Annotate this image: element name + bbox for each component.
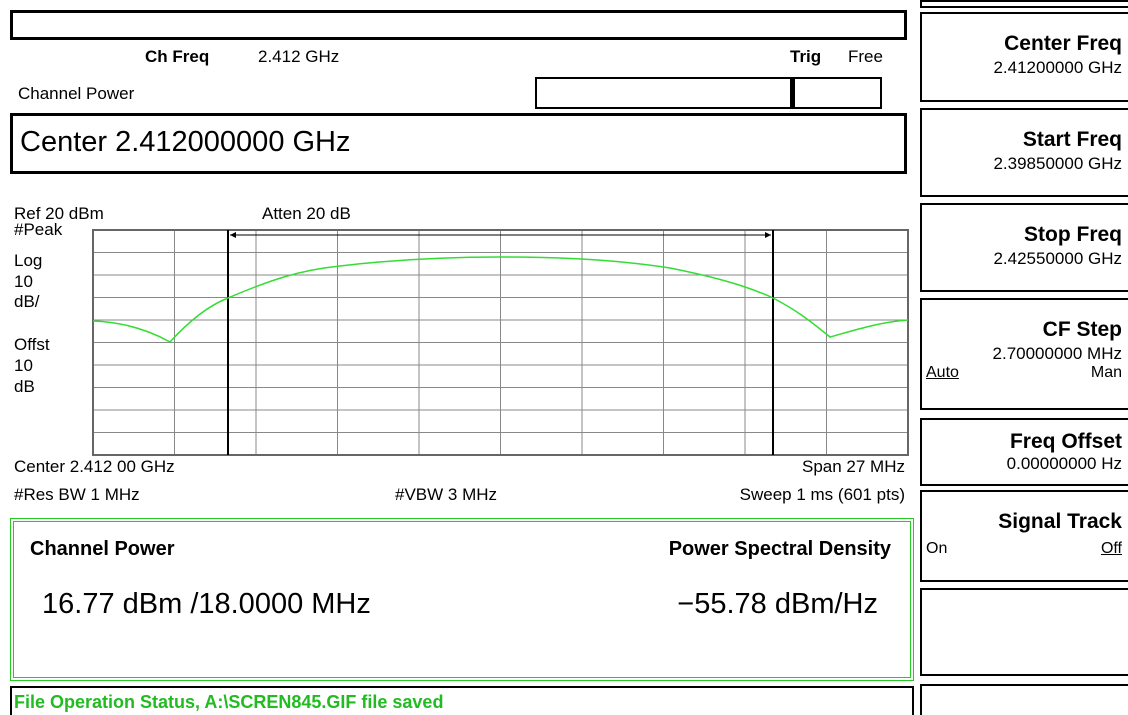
softkey-option: Man [1090, 364, 1122, 381]
trig-label: Trig [790, 47, 822, 66]
entry-box [10, 113, 907, 174]
softkey[interactable]: Center Freq 2.41200000 GHz [920, 12, 1128, 102]
ch-freq-value: 2.412 GHz [258, 47, 340, 66]
channel-power-label: Channel Power [30, 538, 175, 560]
softkey-option: On [926, 540, 948, 557]
scale-label: 10 [14, 356, 33, 375]
softkey-title: CF Step [1042, 318, 1122, 341]
softkey-bottom [920, 684, 1128, 715]
title-box [10, 10, 907, 40]
softkey-option: Auto [926, 364, 959, 381]
results-box [10, 518, 914, 681]
center-freq: Center 2.412 00 GHz [14, 457, 175, 476]
status-bar [10, 686, 914, 715]
softkey-option: Off [1100, 540, 1122, 557]
vbw: #VBW 3 MHz [395, 485, 498, 504]
softkey-value: 2.41200000 GHz [993, 58, 1122, 77]
scale-label: dB/ [14, 292, 40, 311]
softkey-value: 2.70000000 MHz [992, 344, 1122, 363]
softkey-value: 0.00000000 Hz [1006, 454, 1122, 473]
progress-marker [790, 77, 795, 109]
ref-level: Ref 20 dBm [14, 204, 104, 223]
softkey[interactable]: Stop Freq 2.42550000 GHz [920, 203, 1128, 292]
scale-label: Offst [14, 335, 50, 354]
graticule-border [92, 229, 909, 456]
channel-power-value: 16.77 dBm /18.0000 MHz [42, 588, 371, 620]
softkey-title: Signal Track [998, 510, 1122, 533]
softkey[interactable]: Start Freq 2.39850000 GHz [920, 108, 1128, 197]
res-bw: #Res BW 1 MHz [14, 485, 140, 504]
softkey[interactable]: Freq Offset 0.00000000 Hz [920, 418, 1128, 486]
softkey[interactable]: Signal Track On Off [920, 490, 1128, 582]
span: Span 27 MHz [802, 457, 905, 476]
scale-label: 10 [14, 272, 33, 291]
ch-freq-label: Ch Freq [145, 47, 210, 66]
softkey-value: 2.42550000 GHz [993, 249, 1122, 268]
attenuation: Atten 20 dB [262, 204, 351, 223]
progress-box [535, 77, 882, 109]
scale-label: Log [14, 251, 43, 270]
softkey-title: Start Freq [1022, 128, 1122, 151]
softkey[interactable]: CF Step 2.70000000 MHz Auto Man [920, 298, 1128, 410]
softkey-top [920, 0, 1128, 8]
softkey-title: Stop Freq [1024, 223, 1122, 246]
softkey-title: Freq Offset [1009, 430, 1122, 453]
softkey-value: 2.39850000 GHz [993, 154, 1122, 173]
scale-label: #Peak [14, 220, 63, 239]
softkey-blank[interactable] [920, 588, 1128, 676]
sweep: Sweep 1 ms (601 pts) [739, 485, 905, 504]
psd-label: Power Spectral Density [668, 538, 891, 560]
scale-label: dB [14, 377, 35, 396]
softkey-title: Center Freq [1004, 32, 1122, 55]
status-message: File Operation Status, A:\SCREN845.GIF f… [14, 692, 444, 712]
trace [92, 256, 909, 343]
psd-value: −55.78 dBm/Hz [677, 588, 878, 620]
mode-label: Channel Power [18, 84, 135, 103]
trig-value: Free [848, 47, 883, 66]
active-entry: Center 2.412000000 GHz [20, 126, 351, 158]
